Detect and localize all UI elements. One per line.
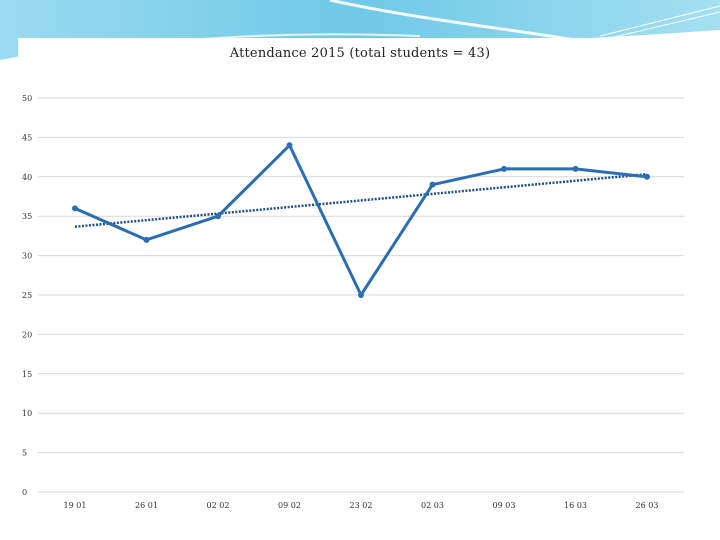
y-tick-label: 35 [22,212,32,221]
x-tick-label: 02 03 [421,501,444,510]
x-tick-label: 09 03 [493,501,516,510]
chart-panel [18,38,702,528]
y-tick-label: 25 [22,291,32,300]
x-tick-label: 16 03 [564,501,587,510]
x-tick-label: 26 03 [636,501,659,510]
trendline [74,172,648,228]
data-point [143,236,150,243]
chart-title: Attendance 2015 (total students = 43) [229,46,491,61]
data-point [572,165,579,172]
data-point [215,213,221,220]
x-tick-label: 19 01 [64,501,87,510]
data-point [644,173,650,180]
x-tick-label: 26 01 [135,501,158,510]
data-point [286,142,293,149]
data-point [429,181,436,188]
y-tick-label: 40 [22,173,32,182]
y-tick-label: 15 [22,370,32,379]
data-point [501,165,507,172]
series-line [74,143,648,297]
data-point [358,292,364,298]
y-tick-label: 0 [22,488,27,497]
y-tick-label: 20 [22,330,32,339]
y-tick-label: 5 [22,449,27,458]
data-point [72,205,78,212]
x-tick-label: 23 02 [350,501,373,510]
y-tick-label: 45 [22,133,32,142]
x-tick-label: 02 02 [207,501,230,510]
y-tick-label: 30 [22,252,32,261]
y-tick-label: 10 [22,409,32,418]
y-tick-label: 50 [22,94,32,103]
x-tick-label: 09 02 [278,501,301,510]
